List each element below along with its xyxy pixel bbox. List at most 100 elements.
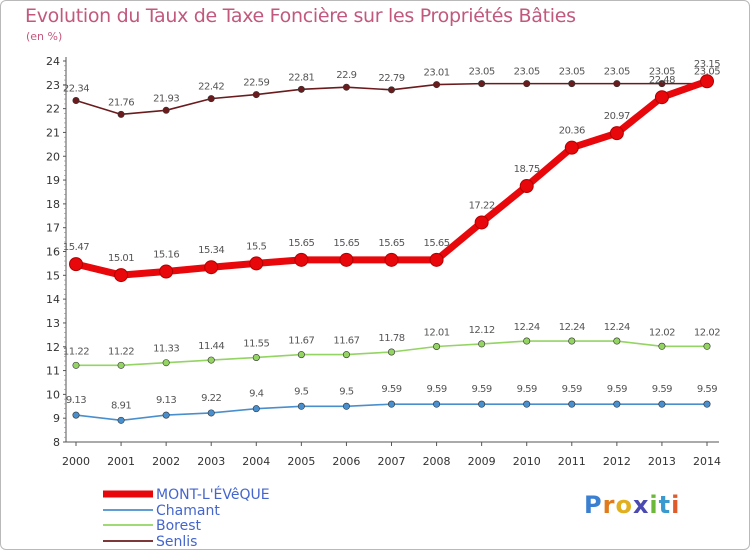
data-label: 23.05: [649, 67, 675, 78]
data-point: [703, 400, 711, 408]
data-point: [72, 97, 80, 105]
data-label: 8.91: [111, 400, 131, 411]
data-point: [523, 80, 531, 88]
data-point: [703, 342, 711, 350]
data-label: 21.93: [153, 93, 179, 104]
unit-label: (en %): [26, 30, 63, 43]
data-label: 15.65: [424, 238, 450, 249]
y-tick-label: 16: [46, 246, 60, 259]
data-label: 23.05: [559, 67, 585, 78]
data-point: [568, 400, 576, 408]
data-label: 12.24: [604, 322, 630, 333]
data-label: 9.59: [517, 384, 537, 395]
data-point: [613, 337, 621, 345]
data-point: [478, 400, 486, 408]
data-point: [339, 252, 354, 267]
data-label: 11.44: [198, 341, 224, 352]
data-label: 20.97: [604, 111, 630, 122]
data-label: 21.76: [108, 97, 134, 108]
data-point: [252, 91, 260, 99]
data-label: 9.13: [156, 395, 176, 406]
data-label: 22.42: [198, 82, 224, 93]
data-point: [700, 74, 714, 89]
data-point: [69, 257, 83, 272]
data-label: 9.59: [472, 384, 492, 395]
legend-label: Borest: [156, 518, 202, 534]
x-tick-label: 2013: [648, 455, 676, 468]
data-label: 22.48: [649, 75, 675, 86]
data-label: 12.01: [424, 328, 450, 339]
data-label: 11.67: [333, 336, 359, 347]
data-point: [519, 179, 534, 194]
legend-label: MONT-L'ÉVêQUE: [156, 486, 270, 503]
brand-letter: t: [658, 491, 672, 519]
data-point: [658, 342, 666, 350]
y-tick-label: 13: [46, 317, 60, 330]
y-tick-label: 21: [46, 126, 60, 139]
data-label: 15.5: [246, 241, 266, 252]
brand-letter: i: [671, 491, 681, 519]
data-point: [613, 80, 621, 88]
data-point: [249, 256, 264, 271]
x-tick-label: 2005: [287, 455, 315, 468]
data-point: [72, 361, 80, 369]
data-point: [117, 361, 125, 369]
data-label: 9.5: [339, 386, 354, 397]
data-label: 9.4: [249, 389, 264, 400]
data-label: 15.34: [198, 245, 224, 256]
x-tick-label: 2011: [558, 455, 586, 468]
data-label: 15.65: [288, 238, 314, 249]
y-tick-label: 19: [46, 174, 60, 187]
y-tick-label: 23: [46, 79, 60, 92]
data-point: [523, 337, 531, 345]
y-tick-label: 10: [46, 388, 60, 401]
data-label: 22.81: [288, 72, 314, 83]
data-point: [568, 80, 576, 88]
data-label: 9.22: [201, 393, 221, 404]
data-label: 12.02: [694, 327, 720, 338]
data-label: 9.5: [294, 386, 309, 397]
data-label: 11.33: [153, 344, 179, 355]
data-label: 11.78: [378, 333, 404, 344]
y-tick-label: 14: [46, 293, 60, 306]
data-label: 15.65: [333, 238, 359, 249]
data-point: [387, 348, 395, 356]
data-point: [117, 416, 125, 424]
data-point: [609, 126, 624, 141]
data-point: [387, 400, 395, 408]
x-tick-label: 2004: [242, 455, 270, 468]
y-tick-label: 12: [46, 341, 60, 354]
y-tick-label: 9: [53, 412, 60, 425]
data-point: [433, 343, 441, 351]
data-label: 15.65: [378, 238, 404, 249]
data-point: [342, 351, 350, 359]
data-label: 9.59: [697, 384, 717, 395]
y-tick-label: 18: [46, 198, 60, 211]
data-point: [568, 337, 576, 345]
data-label: 11.67: [288, 336, 314, 347]
data-label: 9.59: [381, 384, 401, 395]
data-label: 15.47: [63, 242, 89, 253]
data-label: 22.9: [336, 70, 356, 81]
data-point: [159, 264, 174, 279]
data-point: [252, 353, 260, 361]
y-tick-label: 22: [46, 103, 60, 116]
x-tick-label: 2006: [332, 455, 360, 468]
data-point: [478, 80, 486, 88]
data-point: [162, 411, 170, 419]
brand-letter: P: [584, 491, 603, 519]
data-point: [658, 400, 666, 408]
brand-logo: Proxiti: [584, 491, 680, 519]
y-tick-label: 24: [46, 55, 60, 68]
data-label: 12.02: [649, 327, 675, 338]
data-label: 23.15: [694, 59, 720, 70]
data-point: [297, 351, 305, 359]
data-label: 22.59: [243, 78, 269, 89]
data-label: 15.16: [153, 250, 179, 261]
y-tick-label: 17: [46, 222, 60, 235]
data-label: 15.01: [108, 253, 134, 264]
y-tick-label: 20: [46, 150, 60, 163]
data-label: 23.05: [514, 67, 540, 78]
data-label: 9.59: [426, 384, 446, 395]
x-tick-label: 2007: [378, 455, 406, 468]
